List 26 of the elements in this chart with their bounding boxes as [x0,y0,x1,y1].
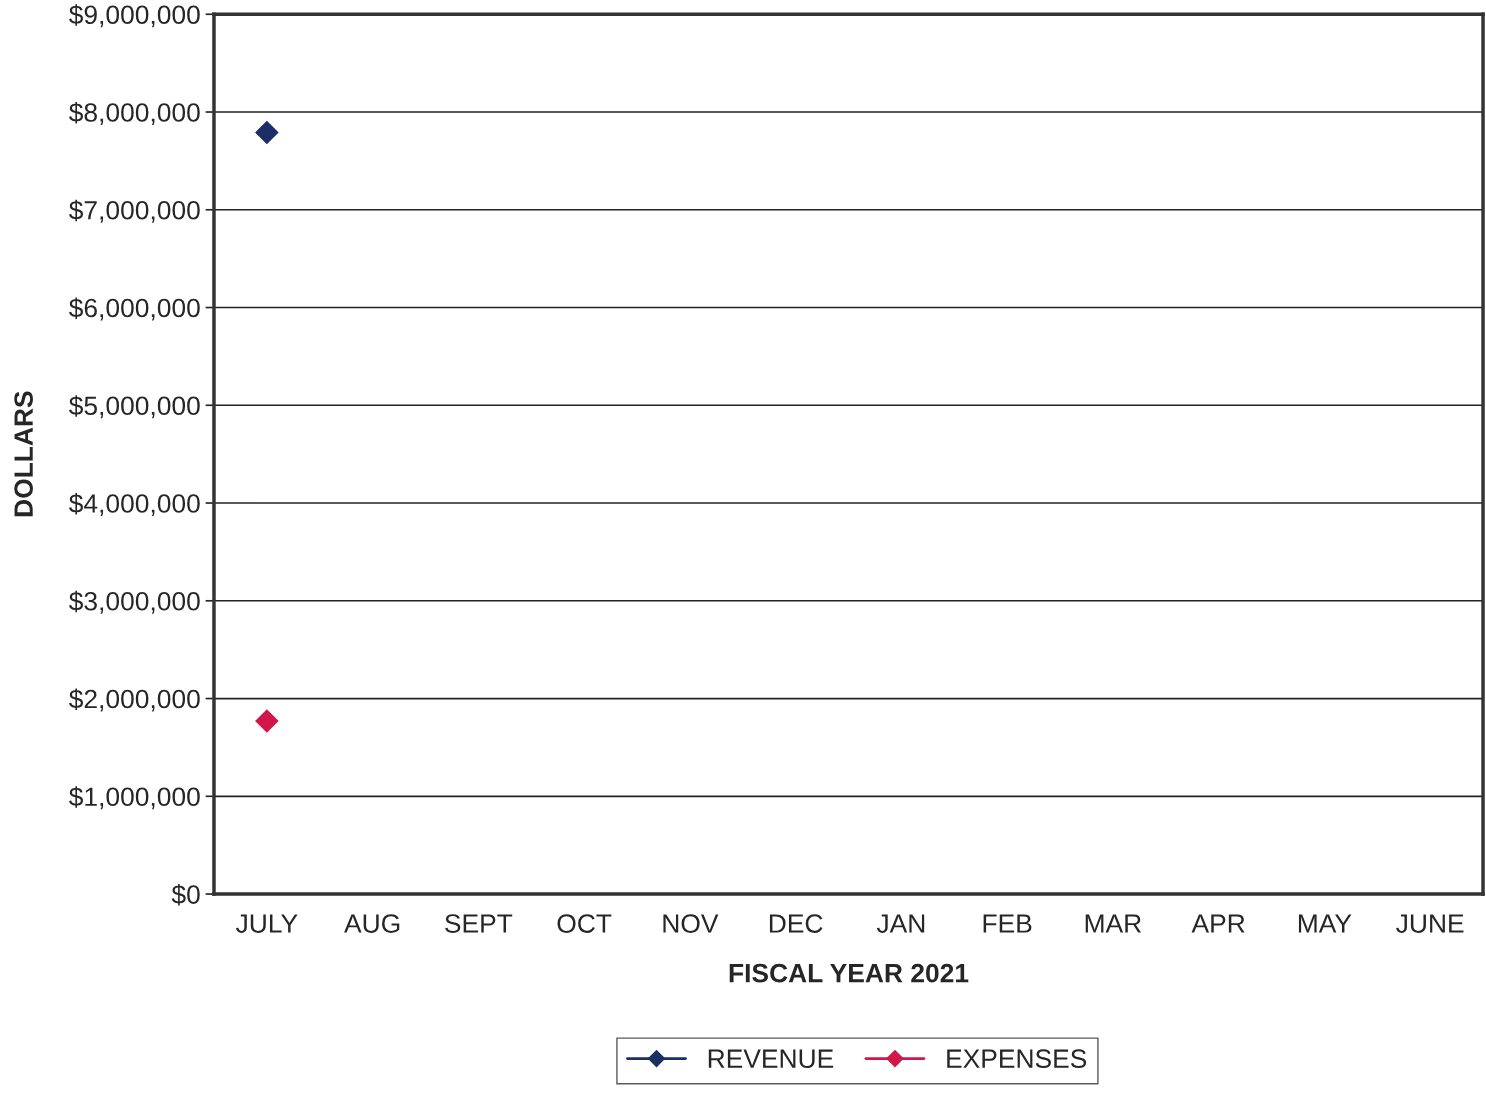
x-tick-label: NOV [663,914,719,933]
x-tick-label: APR [1191,914,1245,933]
y-tick-label: $9,000,000 [69,4,200,28]
legend-label: REVENUE [708,1049,834,1069]
y-axis-title: DOLLARS [14,391,33,517]
x-tick-label: MAY [1298,914,1352,933]
y-tick-label: $6,000,000 [69,297,200,321]
y-tick-label: $3,000,000 [69,590,200,614]
x-tick-label: DEC [769,914,823,933]
y-tick-label: $1,000,000 [69,786,200,810]
x-tick-label: MAR [1085,914,1141,933]
y-tick-label: $4,000,000 [69,493,200,516]
y-tick-label: $5,000,000 [69,395,200,419]
legend-label: EXPENSES [947,1049,1087,1069]
x-tick-label: JAN [876,914,925,933]
x-tick-label: OCT [557,914,612,933]
y-tick-label: $2,000,000 [69,688,200,712]
y-tick-label: $7,000,000 [69,199,200,223]
x-tick-label: FEB [983,914,1032,933]
x-axis-title: FISCAL YEAR 2021 [729,963,969,983]
y-tick-label: $8,000,000 [69,102,200,125]
y-tick-label: $0 [171,884,200,906]
x-tick-label: AUG [344,914,400,933]
x-tick-label: JULY [235,914,298,933]
x-tick-label: JUNE [1396,914,1464,933]
x-tick-label: SEPT [445,914,513,933]
